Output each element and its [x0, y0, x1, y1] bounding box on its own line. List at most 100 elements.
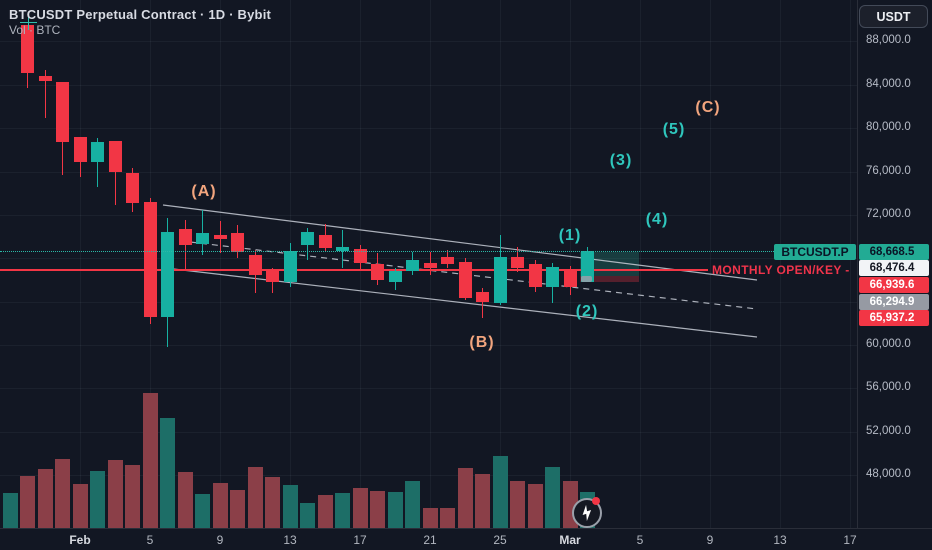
time-tick-label: Feb [69, 533, 91, 547]
volume-bar [422, 508, 438, 528]
time-tick-label: Mar [559, 533, 581, 547]
time-tick-label: 13 [283, 533, 297, 547]
volume-bar [195, 494, 210, 528]
gridline-horizontal [0, 431, 857, 433]
volume-bar [475, 474, 490, 528]
candle [56, 82, 69, 142]
volume-bar [300, 503, 315, 528]
price-tag-red[interactable]: 66,939.6 [859, 277, 929, 293]
candle [493, 256, 507, 303]
volume-indicator-legend[interactable]: Vol · BTC [9, 23, 61, 37]
candle [511, 256, 524, 268]
volume-bar [90, 471, 105, 528]
candle [528, 264, 542, 287]
gridline-vertical [640, 0, 641, 528]
zone-anchor-chip[interactable] [581, 276, 592, 282]
volume-bar [160, 418, 175, 528]
volume-bar [72, 484, 88, 528]
last-price-line [0, 251, 774, 252]
price-tag-white[interactable]: 68,476.4 [859, 260, 929, 276]
candle [196, 233, 209, 245]
candle-wick [114, 141, 116, 205]
volume-bar [265, 477, 280, 528]
volume-bar [405, 481, 420, 528]
candle [406, 260, 419, 271]
time-tick-label: 21 [423, 533, 437, 547]
price-axis[interactable]: 88,000.0 84,000.0 80,000.0 76,000.0 72,000.0… [857, 0, 932, 528]
channel-trendline[interactable] [162, 204, 758, 281]
gridline-vertical [80, 0, 81, 528]
volume-bar [335, 493, 350, 528]
gridline-horizontal [0, 214, 857, 216]
currency-toggle-button[interactable]: USDT [859, 5, 928, 28]
gridline-vertical [220, 0, 221, 528]
price-tick-label: 88,000.0 [866, 34, 911, 47]
gridline-horizontal [0, 171, 857, 173]
elliott-wave-label: (5) [662, 121, 686, 138]
candle [441, 256, 454, 264]
chart-title[interactable]: BTCUSDT Perpetual Contract · 1D · Bybit [9, 7, 272, 22]
price-tag-teal[interactable]: 68,668.5 [859, 244, 929, 260]
price-tag-red[interactable]: 65,937.2 [859, 310, 929, 326]
volume-bar [440, 508, 455, 528]
gridline-vertical [780, 0, 781, 528]
candle [126, 173, 139, 203]
volume-bar [317, 495, 333, 528]
candle [266, 270, 279, 282]
price-tick-label: 60,000.0 [866, 338, 911, 350]
candle [318, 235, 332, 248]
time-tick-label: 9 [706, 533, 714, 547]
volume-bar [142, 393, 158, 528]
gridline-vertical [570, 0, 571, 528]
gridline-vertical [360, 0, 361, 528]
candle [213, 235, 227, 239]
time-axis[interactable]: Feb 5 9 13 17 21 25 Mar 5 9 13 17 [0, 528, 932, 550]
volume-bar [37, 469, 53, 528]
volume-bar [282, 485, 298, 528]
candle [38, 76, 52, 81]
monthly-open-line[interactable] [0, 268, 708, 271]
price-tag-gray[interactable]: 66,294.9 [859, 294, 929, 310]
candle [546, 267, 559, 287]
candle [423, 263, 437, 268]
elliott-wave-label: (B) [469, 334, 495, 351]
channel-midline[interactable] [189, 241, 758, 310]
gridline-horizontal [0, 301, 857, 303]
candle [143, 202, 157, 318]
time-tick-label: 5 [636, 533, 644, 547]
time-tick-label: 17 [353, 533, 367, 547]
candle [283, 251, 297, 282]
elliott-wave-label: (3) [609, 152, 633, 169]
candle [581, 251, 594, 282]
price-tick-label: 84,000.0 [866, 77, 911, 90]
lightning-idea-badge-icon[interactable] [572, 498, 602, 528]
volume-bar [125, 465, 140, 528]
gridline-vertical [710, 0, 711, 528]
candle [248, 255, 262, 275]
channel-trendline[interactable] [164, 267, 758, 338]
candle [336, 247, 349, 251]
volume-bar [2, 493, 18, 528]
gridline-horizontal [0, 84, 857, 86]
candle [91, 142, 104, 162]
gridline-vertical [850, 0, 851, 528]
candle [231, 233, 244, 252]
elliott-wave-label: (4) [645, 211, 669, 228]
candle-wick [482, 288, 483, 318]
candle [476, 292, 489, 302]
risk-reward-zone [580, 276, 639, 282]
volume-bar [177, 472, 193, 528]
candle [301, 232, 314, 245]
candle-wick [202, 210, 203, 255]
candle [73, 137, 87, 162]
chart-pane[interactable]: MONTHLY OPEN/KEY - (A) (B) (C) (1) (2) (3) (4)… [0, 0, 857, 528]
time-tick-label: 17 [843, 533, 857, 547]
gridline-horizontal [0, 258, 857, 260]
price-tick-label: 72,000.0 [866, 207, 911, 220]
price-tick-label: 52,000.0 [866, 424, 911, 437]
gridline-horizontal [0, 128, 857, 130]
gridline-horizontal [0, 345, 857, 346]
time-tick-label: 13 [773, 533, 787, 547]
candle-wick [44, 70, 46, 118]
price-tick-label: 48,000.0 [866, 468, 911, 481]
